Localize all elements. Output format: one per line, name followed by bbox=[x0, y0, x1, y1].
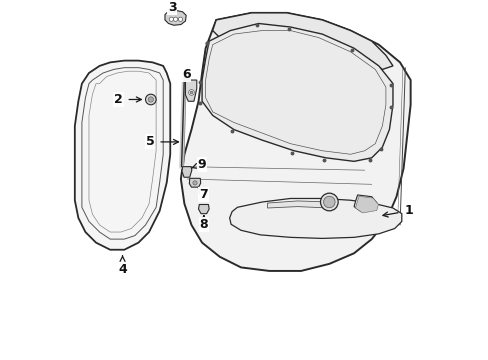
Circle shape bbox=[188, 90, 194, 95]
Text: 3: 3 bbox=[167, 1, 176, 14]
Text: 4: 4 bbox=[118, 256, 127, 276]
Circle shape bbox=[192, 181, 197, 185]
Circle shape bbox=[320, 193, 338, 211]
Polygon shape bbox=[198, 204, 209, 214]
Circle shape bbox=[178, 17, 182, 21]
Circle shape bbox=[148, 97, 153, 102]
Text: 7: 7 bbox=[198, 188, 208, 202]
Circle shape bbox=[323, 196, 334, 208]
Text: 1: 1 bbox=[382, 204, 412, 217]
Text: 8: 8 bbox=[199, 216, 208, 231]
Text: 6: 6 bbox=[182, 68, 190, 81]
Text: 9: 9 bbox=[191, 158, 206, 171]
Circle shape bbox=[190, 91, 192, 94]
Text: 5: 5 bbox=[145, 135, 178, 148]
Polygon shape bbox=[185, 80, 196, 101]
Circle shape bbox=[173, 17, 177, 21]
Text: 2: 2 bbox=[114, 93, 141, 106]
Polygon shape bbox=[189, 178, 200, 187]
Polygon shape bbox=[181, 13, 410, 271]
Polygon shape bbox=[267, 201, 328, 208]
Polygon shape bbox=[212, 13, 392, 69]
Circle shape bbox=[145, 94, 156, 105]
Polygon shape bbox=[229, 198, 401, 238]
Polygon shape bbox=[355, 196, 378, 213]
Polygon shape bbox=[202, 23, 392, 161]
Polygon shape bbox=[75, 60, 170, 250]
Circle shape bbox=[169, 17, 173, 21]
Polygon shape bbox=[353, 195, 376, 212]
Polygon shape bbox=[164, 10, 186, 25]
Polygon shape bbox=[182, 167, 191, 177]
